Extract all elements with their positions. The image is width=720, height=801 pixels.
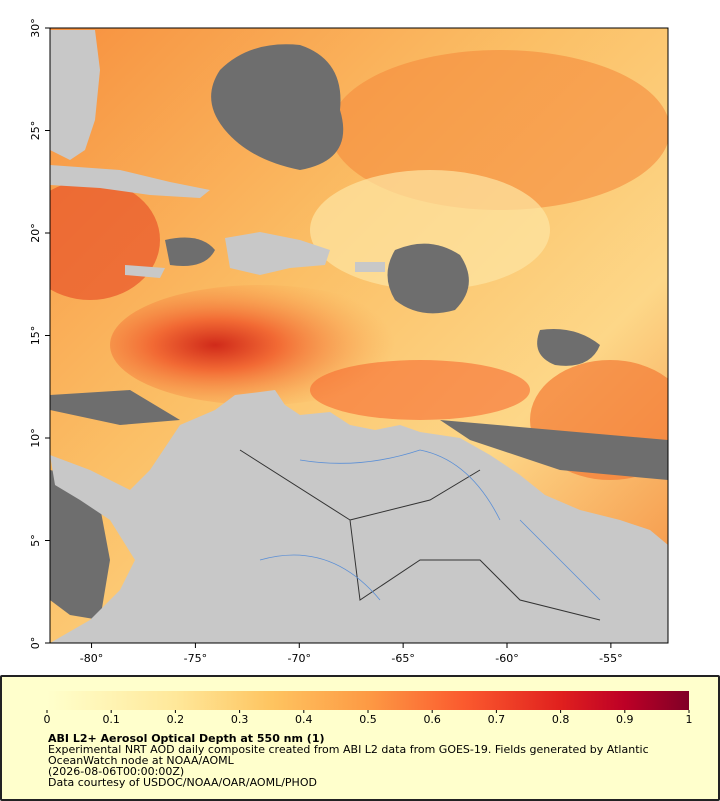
x-tick-label: -60°: [495, 652, 518, 665]
colorbar-tick-label: 0.4: [295, 713, 313, 726]
y-tick-label: 0°: [29, 637, 42, 650]
colorbar-ramp: [47, 691, 689, 710]
y-tick-label: 25°: [29, 121, 42, 141]
y-tick-label: 20°: [29, 223, 42, 243]
y-tick-label: 10°: [29, 428, 42, 448]
colorbar-tick-label: 0.7: [488, 713, 506, 726]
map-figure: -80° -75° -70° -65° -60° -55° 0° 5° 10° 15° 20° 25°…: [29, 18, 669, 665]
y-tick-label: 5°: [29, 534, 42, 547]
colorbar-tick-label: 0.2: [167, 713, 185, 726]
colorbar-tick-label: 0.3: [231, 713, 249, 726]
caption-credit: Data courtesy of USDOC/NOAA/OAR/AOML/PHO…: [48, 776, 317, 789]
map-image: [50, 28, 668, 643]
caption-title: ABI L2+ Aerosol Optical Depth at 550 nm …: [48, 732, 325, 745]
caption: ABI L2+ Aerosol Optical Depth at 550 nm …: [48, 733, 678, 788]
colorbar-tick-label: 0.9: [616, 713, 634, 726]
caption-description: Experimental NRT AOD daily composite cre…: [48, 743, 649, 767]
y-tick-label: 15°: [29, 326, 42, 346]
x-tick-label: -75°: [184, 652, 207, 665]
y-tick-label: 30°: [29, 18, 42, 38]
x-tick-label: -70°: [288, 652, 311, 665]
x-tick-label: -80°: [80, 652, 103, 665]
colorbar-tick-label: 0.8: [552, 713, 570, 726]
colorbar: 0 0.1 0.2 0.3 0.4 0.5 0.6 0.7 0.8 0.9 1: [44, 691, 693, 726]
colorbar-tick-label: 0.5: [359, 713, 377, 726]
x-tick-label: -55°: [599, 652, 622, 665]
caption-time: (2026-08-06T00:00:00Z): [48, 765, 185, 778]
colorbar-tick-label: 0: [44, 713, 51, 726]
x-tick-label: -65°: [391, 652, 414, 665]
colorbar-tick-label: 1: [686, 713, 693, 726]
colorbar-tick-label: 0.6: [423, 713, 441, 726]
colorbar-tick-label: 0.1: [102, 713, 120, 726]
